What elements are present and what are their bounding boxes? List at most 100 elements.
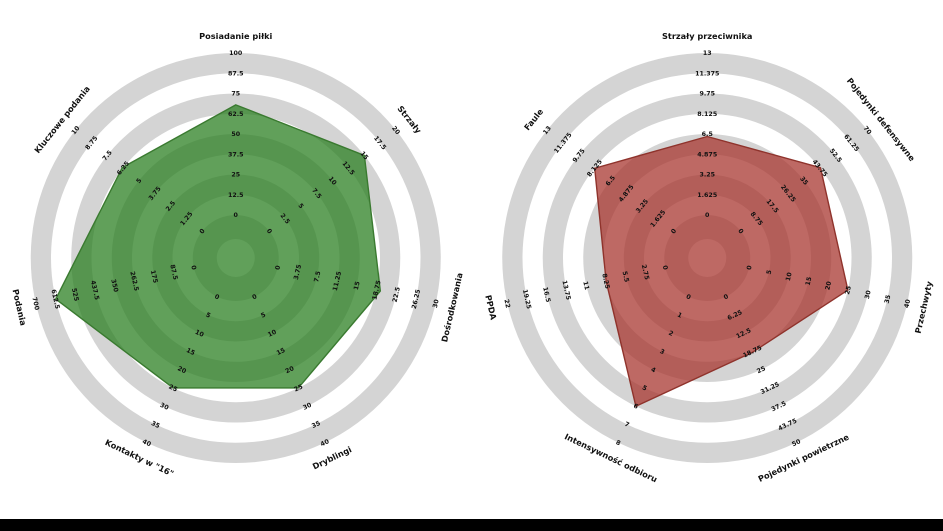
tick-label: 11: [581, 281, 590, 291]
tick-label: 3.75: [293, 264, 303, 281]
radar-chart-red: 01.6253.254.8756.58.1259.7511.37513Strza…: [483, 31, 934, 485]
tick-label: 8: [615, 439, 622, 447]
tick-label: 15: [805, 276, 814, 286]
tick-label: 612.5: [49, 289, 60, 310]
tick-label: 18.75: [371, 280, 382, 301]
tick-label: 22: [502, 299, 511, 309]
tick-label: 8.125: [697, 111, 717, 118]
radar-polygon: [594, 135, 849, 407]
tick-label: 4: [650, 366, 658, 374]
tick-label: 35: [311, 420, 322, 430]
tick-label: 7.5: [313, 271, 322, 283]
tick-label: 11.25: [332, 271, 343, 292]
tick-label: 4.875: [697, 151, 717, 158]
tick-label: 87.5: [228, 70, 244, 77]
tick-label: 350: [109, 279, 119, 294]
tick-label: 15: [276, 347, 287, 357]
axis-label: PPDA: [483, 294, 498, 321]
tick-label: 0: [189, 265, 197, 271]
tick-label: 30: [432, 298, 441, 309]
tick-label: 20: [284, 365, 295, 375]
tick-label: 0: [274, 264, 282, 270]
axis-label: Dryblingi: [311, 444, 353, 471]
tick-label: 19.25: [521, 289, 532, 310]
tick-label: 25: [756, 365, 767, 375]
axis-label: Posiadanie piłki: [199, 31, 272, 41]
tick-label: 20: [176, 365, 187, 375]
tick-label: 0: [736, 228, 745, 236]
tick-label: 5: [205, 311, 212, 319]
axis-label: Przechwyty: [913, 280, 935, 335]
tick-label: 87.5: [168, 264, 178, 281]
tick-label: 10: [194, 329, 205, 339]
tick-label: 1: [676, 311, 683, 319]
axis-label: Faule: [522, 106, 546, 132]
tick-label: 10: [785, 271, 794, 282]
tick-label: 15: [185, 347, 196, 357]
tick-label: 1.625: [697, 192, 717, 199]
tick-label: 2: [667, 330, 674, 338]
tick-label: 30: [864, 289, 873, 300]
tick-label: 100: [229, 50, 243, 57]
tick-label: 40: [320, 438, 331, 448]
tick-label: 5: [766, 269, 774, 275]
tick-label: 35: [150, 420, 161, 430]
tick-label: 30: [159, 402, 170, 412]
tick-label: 25: [167, 383, 178, 393]
tick-label: 0: [265, 228, 274, 236]
tick-label: 9.75: [699, 91, 715, 98]
tick-label: 0: [685, 293, 693, 301]
tick-label: 15: [353, 281, 362, 291]
tick-label: 26.25: [411, 289, 422, 310]
tick-label: 0: [199, 227, 208, 235]
tick-label: 10: [267, 328, 278, 338]
tick-label: 0: [705, 212, 710, 219]
tick-label: 7: [623, 421, 630, 429]
axis-label: Dośrodkowania: [439, 272, 465, 343]
tick-label: 0: [213, 293, 221, 301]
tick-label: 15: [358, 150, 369, 161]
axis-label: Strzały przeciwnika: [662, 31, 752, 41]
tick-label: 6.5: [702, 131, 713, 138]
tick-label: 525: [70, 288, 80, 302]
tick-label: 10: [71, 124, 82, 136]
tick-label: 50: [791, 438, 802, 448]
tick-label: 700: [30, 297, 40, 312]
tick-label: 0: [661, 265, 669, 271]
tick-label: 437.5: [89, 280, 100, 301]
tick-label: 30: [302, 401, 313, 411]
tick-label: 5: [260, 311, 267, 319]
tick-label: 0: [670, 227, 679, 235]
tick-label: 12.5: [228, 192, 244, 199]
tick-label: 20: [390, 125, 401, 137]
radar-polygon: [55, 104, 382, 389]
tick-label: 2.75: [640, 264, 650, 281]
tick-label: 13: [703, 50, 712, 57]
tick-label: 25: [844, 285, 853, 295]
tick-label: 5.5: [621, 271, 630, 283]
tick-label: 35: [884, 294, 893, 304]
tick-label: 40: [903, 298, 912, 309]
tick-label: 13: [542, 125, 553, 136]
bottom-bar: [0, 519, 943, 531]
tick-label: 40: [141, 438, 152, 448]
tick-label: 37.5: [228, 151, 244, 158]
tick-label: 62.5: [228, 111, 244, 118]
tick-label: 0: [234, 212, 239, 219]
tick-label: 0: [251, 293, 259, 301]
radar-figure-panel: 0 12.5 25 37.5 50 62.5 75 87.5 100 Posiadanie pił…: [10, 30, 935, 485]
tick-label: 22.5: [392, 286, 402, 303]
tick-label: 20: [824, 280, 833, 291]
tick-label: 50: [231, 131, 240, 138]
tick-label: 75: [231, 91, 240, 98]
tick-label: 262.5: [128, 271, 139, 292]
tick-label: 5: [296, 202, 304, 210]
tick-label: 0: [723, 293, 731, 301]
tick-label: 25: [293, 383, 304, 393]
tick-label: 5: [641, 384, 648, 392]
tick-label: 3: [658, 348, 665, 356]
tick-label: 13.75: [560, 280, 571, 301]
tick-label: 10: [327, 175, 338, 187]
